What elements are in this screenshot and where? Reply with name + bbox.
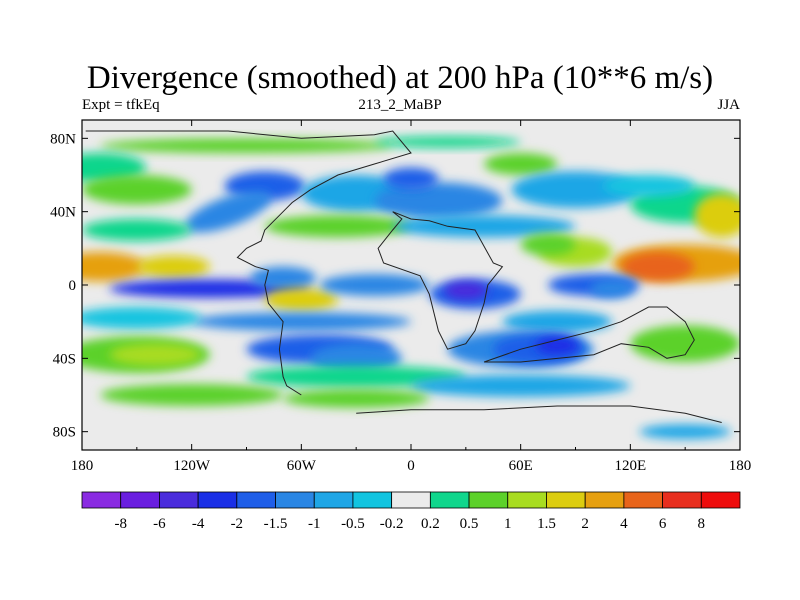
- colorbar-swatch: [197, 491, 238, 509]
- colorbar-swatch: [662, 491, 702, 509]
- colorbar-swatch: [546, 491, 586, 509]
- x-axis: 180 120W 60W 0 60E 120E 180: [71, 120, 752, 474]
- experiment-label: Expt = tfkEq: [82, 97, 160, 113]
- field-contour: [82, 219, 192, 241]
- field-contour: [392, 215, 576, 238]
- x-tick-label: 60W: [287, 458, 317, 474]
- y-tick-label: 80N: [50, 131, 76, 147]
- colorbar-swatch: [275, 491, 315, 509]
- colorbar-swatch: [429, 491, 470, 509]
- field-contour: [630, 325, 740, 362]
- colorbar-label: -1.5: [264, 516, 288, 532]
- colorbar-label: 0.5: [460, 516, 479, 532]
- field-contour: [383, 167, 439, 190]
- x-tick-label: 120E: [614, 458, 646, 474]
- field-contour: [82, 252, 146, 282]
- colorbar-swatch: [352, 491, 393, 509]
- field-contour: [502, 310, 613, 333]
- colorbar-label: 2: [581, 516, 589, 532]
- colorbar-swatch: [313, 491, 354, 509]
- field-contour: [535, 336, 580, 355]
- y-tick-label: 40N: [50, 205, 76, 221]
- colorbar-swatch: [120, 491, 160, 509]
- colorbar-label: -2: [231, 516, 244, 532]
- field-contour: [443, 281, 488, 300]
- colorbar: -8 -6 -4 -2 -1.5 -1 -0.5 -0.2 0.2 0.5 1 1.5 2 4 6 8: [81, 491, 741, 532]
- field-contour: [264, 288, 338, 311]
- field-contour: [694, 193, 740, 238]
- field-contour: [264, 215, 411, 238]
- colorbar-swatch: [468, 491, 509, 509]
- y-axis: 80N 40N 0 40S 80S: [50, 131, 740, 441]
- y-tick-label: 80S: [53, 425, 76, 441]
- field-contour: [100, 138, 393, 154]
- field-contour: [191, 312, 411, 331]
- field-contour: [590, 279, 634, 298]
- colorbar-swatch: [623, 491, 663, 509]
- colorbar-swatch: [584, 491, 625, 509]
- colorbar-swatch: [391, 491, 431, 509]
- x-tick-label: 60E: [509, 458, 533, 474]
- chart-title: Divergence (smoothed) at 200 hPa (10**6 …: [86, 60, 714, 96]
- colorbar-label: 0.2: [421, 516, 440, 532]
- field-contour: [82, 175, 192, 205]
- field-contour: [639, 424, 731, 439]
- field-contour: [374, 182, 503, 220]
- colorbar-swatch: [81, 491, 122, 509]
- field-contour: [136, 255, 210, 278]
- y-tick-label: 0: [69, 278, 77, 294]
- x-tick-label: 120W: [173, 458, 211, 474]
- field-contour: [184, 190, 272, 233]
- colorbar-label: 6: [659, 516, 667, 532]
- field-contour: [246, 365, 466, 388]
- field-contour: [411, 374, 631, 397]
- x-tick-label: 180: [71, 458, 94, 474]
- colorbar-swatch: [507, 491, 547, 509]
- colorbar-swatch: [236, 491, 276, 509]
- colorbar-label: -8: [114, 516, 127, 532]
- field-contour: [319, 274, 430, 296]
- field-contour: [621, 251, 695, 282]
- y-tick-label: 40S: [53, 351, 76, 367]
- x-tick-label: 180: [729, 458, 752, 474]
- colorbar-label: -0.2: [380, 516, 404, 532]
- field-contour: [602, 175, 695, 197]
- colorbar-swatch: [700, 491, 741, 509]
- field-contour: [511, 171, 640, 209]
- colorbar-label: -6: [153, 516, 166, 532]
- field-contour: [520, 233, 576, 256]
- field-contour: [82, 153, 146, 183]
- run-id-label: 213_2_MaBP: [358, 97, 442, 113]
- colorbar-label: 1.5: [537, 516, 556, 532]
- field-contour: [484, 153, 558, 175]
- field-contour: [283, 389, 430, 408]
- field-contour: [310, 343, 402, 374]
- field-contour: [100, 384, 284, 406]
- coastline-outline: [85, 130, 722, 423]
- field-contour: [374, 136, 521, 148]
- field-contour: [109, 343, 201, 366]
- colorbar-label: -0.5: [341, 516, 365, 532]
- colorbar-label: 8: [698, 516, 706, 532]
- season-label: JJA: [717, 97, 740, 113]
- colorbar-swatch: [159, 491, 199, 509]
- colorbar-label: 4: [620, 516, 628, 532]
- colorbar-label: -1: [308, 516, 321, 532]
- x-tick-label: 0: [407, 458, 415, 474]
- colorbar-label: -4: [192, 516, 205, 532]
- field-contour: [82, 307, 201, 329]
- colorbar-label: 1: [504, 516, 512, 532]
- field-contour: [250, 266, 316, 289]
